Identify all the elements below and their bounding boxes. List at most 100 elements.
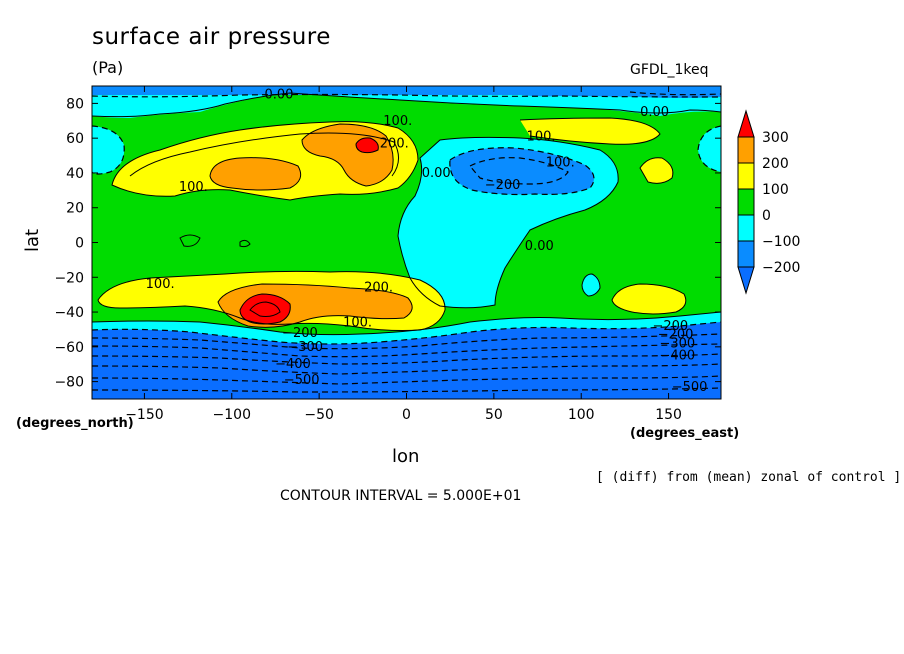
- field-north-east-patch: [698, 126, 721, 172]
- field-east-yellow-blob: [640, 157, 673, 184]
- contour-label: −200: [282, 326, 318, 341]
- contour-line: [92, 333, 721, 350]
- x-tick-label: 0: [402, 407, 411, 423]
- field-north-red-max: [356, 137, 379, 153]
- contour-label: −200: [658, 328, 694, 343]
- contour-label: −400: [275, 357, 311, 372]
- x-tick-label: −100: [213, 407, 251, 423]
- contour-line: [697, 125, 721, 173]
- colorbar-label: −100: [762, 234, 800, 250]
- contour-label: 100.: [146, 277, 175, 292]
- contour-label: −500: [284, 373, 320, 388]
- contour-line: [92, 353, 721, 365]
- contour-label: −500: [672, 380, 708, 395]
- units-label: (Pa): [92, 58, 124, 77]
- contour-line: [581, 273, 601, 297]
- filled-contours: [92, 86, 721, 399]
- y-tick-label: 0: [75, 236, 84, 252]
- diff-note: [ (diff) from (mean) zonal of control ]: [596, 470, 902, 485]
- x-tick-label: 150: [655, 407, 682, 423]
- contour-line: [519, 117, 661, 145]
- contour-label: −300: [287, 340, 323, 355]
- contour-label: 0.00: [525, 239, 554, 254]
- colorbar-segment: [737, 240, 755, 268]
- contour-label: 0.00: [640, 105, 669, 120]
- contour-line: [92, 125, 125, 175]
- axis-ticks: −150 −100 −50 0 50 100 150806040200−20−40−60−8…: [54, 86, 721, 423]
- colorbar-top-arrow: [737, 109, 755, 138]
- solid-contour-lines: [92, 92, 721, 336]
- field-north-yellow-right: [520, 118, 660, 145]
- model-label: GFDL_1keq: [630, 62, 709, 78]
- contour-line: [92, 93, 721, 98]
- x-tick-label: −150: [125, 407, 163, 423]
- field-north-orange-1: [210, 157, 301, 190]
- colorbar: 300 200 100 0 −100 −200: [737, 109, 800, 295]
- contour-label: 0.00: [264, 88, 293, 103]
- contour-label: −400: [659, 349, 695, 364]
- colorbar-segment: [737, 162, 755, 190]
- colorbar-segment: [737, 188, 755, 216]
- contour-line: [249, 301, 281, 317]
- contour-line: [217, 283, 413, 328]
- field-northeast-low: [449, 147, 594, 195]
- x-tick-label: −50: [304, 407, 334, 423]
- contour-label: 200.: [364, 281, 393, 296]
- x-tick-label: 100: [568, 407, 595, 423]
- contour-line: [92, 343, 721, 358]
- contour-label: 100.: [527, 129, 556, 144]
- contour-line: [129, 132, 399, 177]
- contour-label: 0.00: [422, 166, 451, 181]
- y-tick-label: −20: [54, 270, 84, 286]
- contour-line: [239, 293, 291, 325]
- x-axis-label: lon: [392, 446, 420, 467]
- contour-line: [92, 311, 721, 336]
- y-tick-label: 20: [66, 201, 84, 217]
- dashed-contour-lines: [92, 91, 721, 393]
- contour-line: [92, 387, 721, 393]
- contour-line: [629, 91, 721, 96]
- field-south-red-max: [240, 294, 291, 324]
- y-units-label: (degrees_north): [16, 416, 134, 431]
- contour-line: [92, 375, 721, 385]
- colorbar-label: 100: [762, 182, 789, 198]
- contour-interval: CONTOUR INTERVAL = 5.000E+01: [280, 488, 522, 504]
- y-tick-label: 40: [66, 166, 84, 182]
- contour-line: [301, 123, 394, 187]
- field-north-west-patch: [92, 126, 125, 174]
- contour-label: −300: [659, 336, 695, 351]
- field-south-east-yellow: [612, 284, 686, 314]
- contour-label: −200: [652, 319, 688, 334]
- y-tick-label: 60: [66, 131, 84, 147]
- contour-line: [92, 321, 721, 345]
- contour-label: 100.: [546, 156, 575, 171]
- chart-title: surface air pressure: [92, 24, 331, 50]
- contour-line: [639, 157, 674, 184]
- colorbar-label: −200: [762, 260, 800, 276]
- field-south-blue-band: [92, 322, 721, 399]
- contour-line: [209, 157, 302, 191]
- y-tick-label: −80: [54, 375, 84, 391]
- contour-line: [449, 147, 595, 196]
- contour-line: [92, 363, 721, 375]
- x-tick-label: 50: [485, 407, 503, 423]
- contour-label: 100.: [383, 114, 412, 129]
- x-units-label: (degrees_east): [630, 426, 740, 441]
- colorbar-label: 300: [762, 130, 789, 146]
- colorbar-label: 200: [762, 156, 789, 172]
- colorbar-segment: [737, 136, 755, 164]
- y-tick-label: 80: [66, 96, 84, 112]
- y-tick-label: −40: [54, 305, 84, 321]
- contour-line: [469, 157, 569, 185]
- colorbar-segment: [737, 214, 755, 242]
- contour-label: 100.: [179, 180, 208, 195]
- contour-line: [179, 234, 201, 247]
- contour-line: [611, 283, 687, 315]
- colorbar-label: 0: [762, 208, 771, 224]
- field-small-cyan-island: [582, 274, 600, 296]
- contour-line: [111, 121, 419, 201]
- contour-label: 200.: [380, 136, 409, 151]
- y-tick-label: −60: [54, 340, 84, 356]
- contour-line: [355, 137, 379, 154]
